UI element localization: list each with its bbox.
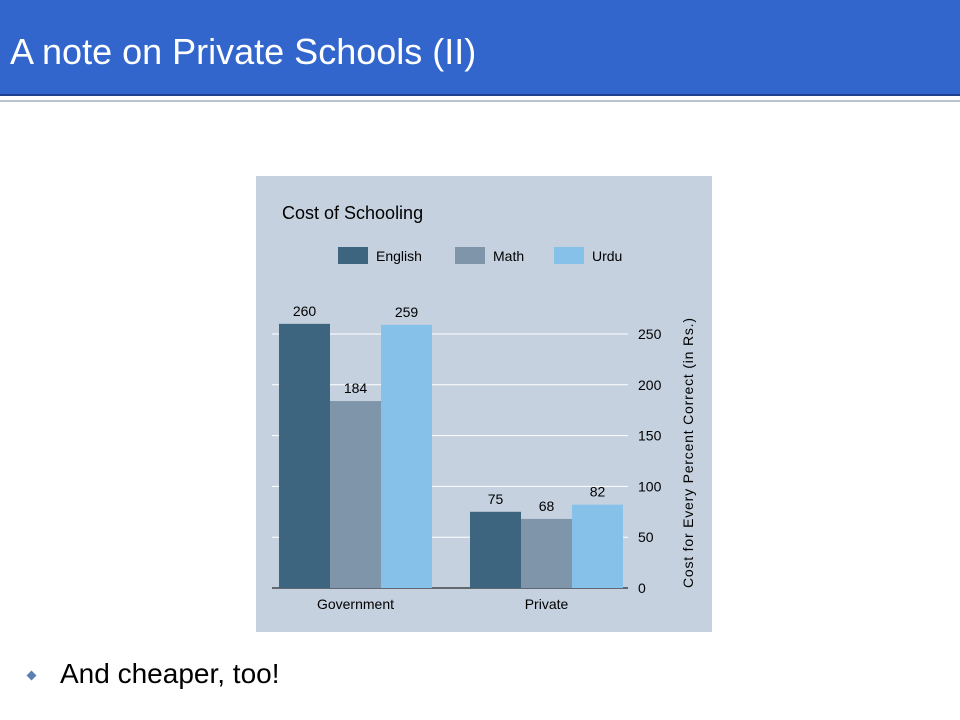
chart-svg: Cost of Schooling English Math Urdu 260 184… <box>256 176 712 632</box>
y-tick-label: 150 <box>638 428 662 444</box>
y-tick-label: 100 <box>638 478 662 494</box>
legend-swatch-urdu <box>554 247 584 264</box>
title-divider <box>0 100 960 102</box>
y-tick-label: 250 <box>638 326 662 342</box>
bar-private-urdu <box>572 504 623 588</box>
y-axis-ticks: 0 50 100 150 200 250 <box>638 326 662 596</box>
bar-government-urdu <box>381 324 432 588</box>
y-tick-label: 50 <box>638 529 654 545</box>
x-axis-ticks: Government Private <box>317 596 569 612</box>
y-tick-label: 200 <box>638 377 662 393</box>
bar-government-english <box>279 323 330 588</box>
y-tick-label: 0 <box>638 580 646 596</box>
data-label: 75 <box>488 491 504 507</box>
legend-label-urdu: Urdu <box>592 248 622 264</box>
y-axis-label: Cost for Every Percent Correct (in Rs.) <box>680 317 696 588</box>
data-label: 260 <box>293 303 317 319</box>
bars <box>279 323 623 588</box>
x-tick-label: Private <box>525 596 569 612</box>
cost-of-schooling-chart: Cost of Schooling English Math Urdu 260 184… <box>256 176 712 632</box>
data-label: 82 <box>590 484 606 500</box>
legend-swatch-english <box>338 247 368 264</box>
chart-title: Cost of Schooling <box>282 203 423 223</box>
legend-label-english: English <box>376 248 422 264</box>
slide-title: A note on Private Schools (II) <box>10 31 477 72</box>
x-tick-label: Government <box>317 596 394 612</box>
data-label: 68 <box>539 498 555 514</box>
bar-government-math <box>330 401 381 588</box>
data-labels: 260 184 259 75 68 82 <box>293 303 606 514</box>
title-bar: A note on Private Schools (II) <box>0 0 960 96</box>
legend-label-math: Math <box>493 248 524 264</box>
legend-swatch-math <box>455 247 485 264</box>
data-label: 184 <box>344 380 368 396</box>
bullet-text: And cheaper, too! <box>60 658 280 689</box>
bar-private-english <box>470 511 521 588</box>
data-label: 259 <box>395 304 419 320</box>
diamond-bullet-icon <box>26 670 37 680</box>
bar-private-math <box>521 518 572 588</box>
chart-legend: English Math Urdu <box>338 247 622 264</box>
bullet-item: And cheaper, too! <box>26 654 280 694</box>
